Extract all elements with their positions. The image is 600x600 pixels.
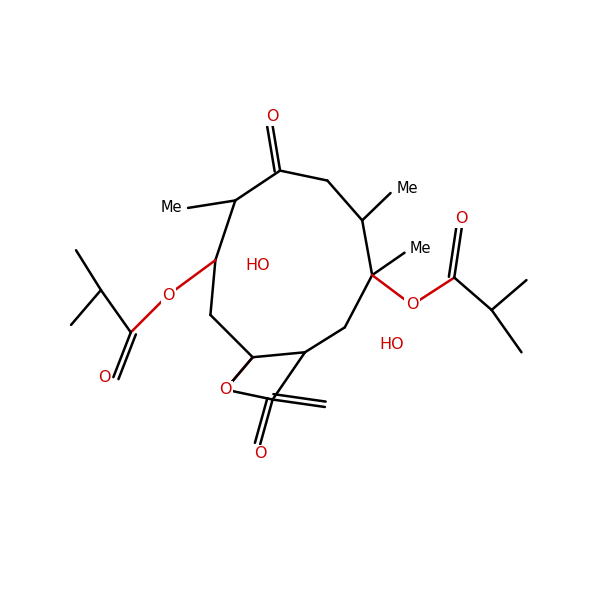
Text: HO: HO [245,257,270,272]
Text: O: O [162,287,175,302]
Text: O: O [254,446,266,461]
Text: O: O [266,109,279,124]
Text: Me: Me [409,241,431,256]
Text: Me: Me [161,200,182,215]
Text: O: O [455,211,468,226]
Text: O: O [98,370,110,385]
Text: O: O [219,382,232,397]
Text: O: O [406,298,418,313]
Text: HO: HO [380,337,404,352]
Text: Me: Me [397,181,418,196]
